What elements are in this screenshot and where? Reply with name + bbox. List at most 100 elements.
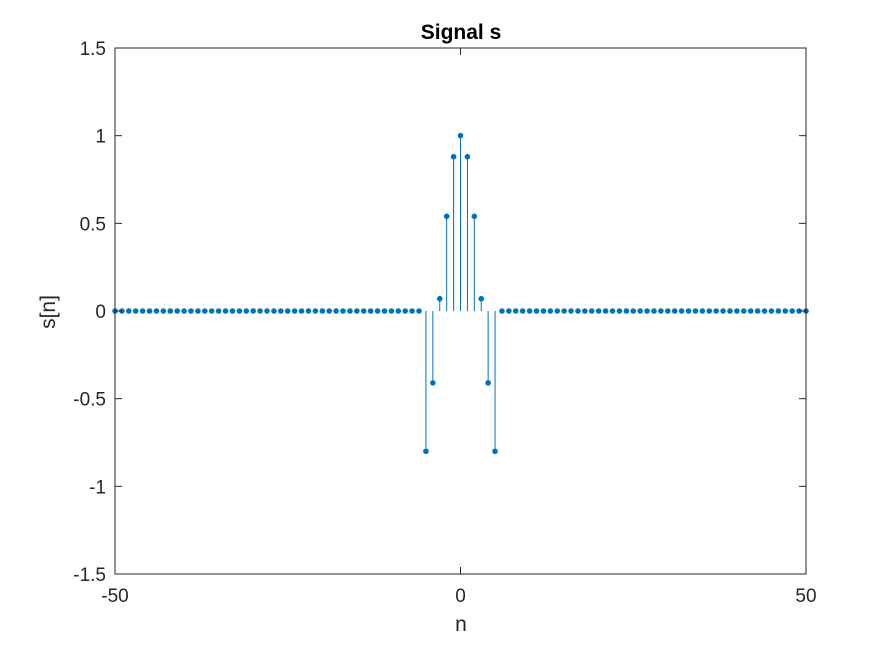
- stem-marker: [132, 308, 139, 314]
- stem-marker: [416, 308, 422, 314]
- stem-marker: [188, 308, 194, 314]
- stem-marker: [271, 308, 277, 314]
- plot-area-border: [114, 47, 807, 575]
- stem-marker: [360, 308, 367, 314]
- stem-marker: [208, 308, 215, 314]
- stem-marker: [298, 308, 305, 314]
- stem-marker: [326, 308, 333, 314]
- stem-marker: [195, 308, 201, 314]
- stem-marker: [492, 448, 498, 455]
- x-tick-label: 0: [455, 586, 466, 607]
- stem-marker: [540, 308, 547, 314]
- stem-marker: [250, 308, 257, 314]
- stem-marker: [568, 308, 574, 314]
- stem-marker: [409, 308, 415, 314]
- stem-marker: [402, 308, 409, 314]
- stem-marker: [789, 308, 795, 314]
- stem-marker: [547, 308, 554, 314]
- stem-marker: [727, 308, 733, 314]
- stem-marker: [554, 308, 561, 314]
- stem-marker: [278, 308, 284, 314]
- stem-marker: [126, 308, 132, 314]
- stem-marker: [423, 448, 429, 455]
- chart-title: Signal s: [421, 21, 502, 44]
- stem-marker: [664, 308, 671, 314]
- stem-marker: [284, 308, 291, 314]
- stem-marker: [229, 308, 236, 314]
- stem-marker: [167, 308, 174, 314]
- stem-marker: [202, 308, 208, 314]
- stem-marker: [699, 308, 706, 314]
- stem-marker: [181, 308, 187, 314]
- stem-marker: [215, 308, 222, 314]
- markers-layer: [112, 132, 809, 455]
- stem-marker: [457, 132, 464, 139]
- stem-marker: [146, 308, 153, 314]
- stem-marker: [236, 308, 243, 314]
- stem-marker: [305, 308, 312, 314]
- stem-marker: [374, 308, 381, 314]
- stem-marker: [430, 380, 436, 386]
- y-tick-label: 0: [95, 302, 106, 323]
- y-tick-label: 0.5: [80, 214, 106, 235]
- stem-marker: [644, 308, 650, 314]
- ticks-layer: -50 0 50 1.5 1 0.5 0 -0.5 -1 -1.5: [73, 39, 816, 607]
- stem-marker: [761, 308, 768, 314]
- stem-marker: [395, 308, 402, 314]
- stem-marker: [609, 308, 616, 314]
- stem-marker: [741, 308, 747, 314]
- stem-marker: [782, 308, 789, 314]
- stem-marker: [319, 308, 326, 314]
- stem-marker: [160, 308, 167, 314]
- stem-marker: [153, 308, 160, 314]
- stem-marker: [354, 308, 360, 314]
- stem-marker: [706, 308, 713, 314]
- y-tick-label: 1: [95, 127, 106, 148]
- stem-marker: [443, 213, 450, 220]
- stem-marker: [561, 308, 567, 314]
- x-tick-label: 50: [795, 586, 816, 607]
- stem-marker: [312, 308, 319, 314]
- stem-marker: [512, 308, 519, 314]
- stem-marker: [747, 308, 754, 314]
- stem-marker: [692, 308, 699, 314]
- stem-marker: [616, 308, 623, 314]
- stem-marker: [526, 308, 533, 314]
- stem-marker: [485, 380, 491, 386]
- stem-marker: [506, 308, 512, 314]
- stem-marker: [450, 153, 457, 160]
- stem-marker: [588, 308, 595, 314]
- stem-marker: [630, 308, 637, 314]
- stem-marker: [637, 308, 643, 314]
- stem-marker: [222, 308, 229, 314]
- stem-marker: [519, 308, 526, 314]
- stem-marker: [333, 308, 339, 314]
- stem-marker: [139, 308, 146, 314]
- y-axis-label: s[n]: [37, 295, 60, 329]
- x-tick-label: -50: [101, 586, 128, 607]
- stem-marker: [381, 308, 388, 314]
- stem-marker: [499, 308, 505, 314]
- stems-layer: [425, 135, 496, 452]
- stem-marker: [768, 308, 775, 314]
- stem-marker: [754, 308, 761, 314]
- stem-marker: [243, 308, 250, 314]
- stem-marker: [464, 153, 471, 160]
- stem-marker: [775, 308, 782, 314]
- y-tick-label: -1: [89, 477, 106, 498]
- stem-marker: [340, 308, 346, 314]
- stem-marker: [367, 308, 374, 314]
- stem-marker: [658, 308, 664, 314]
- stem-marker: [595, 308, 602, 314]
- y-tick-label: -1.5: [73, 565, 106, 586]
- stem-marker: [734, 308, 740, 314]
- stem-marker: [264, 308, 270, 314]
- stem-marker: [347, 308, 353, 314]
- stem-marker: [623, 308, 630, 314]
- stem-marker: [678, 308, 685, 314]
- stem-marker: [651, 308, 657, 314]
- stem-marker: [471, 213, 478, 220]
- stem-marker: [720, 308, 726, 314]
